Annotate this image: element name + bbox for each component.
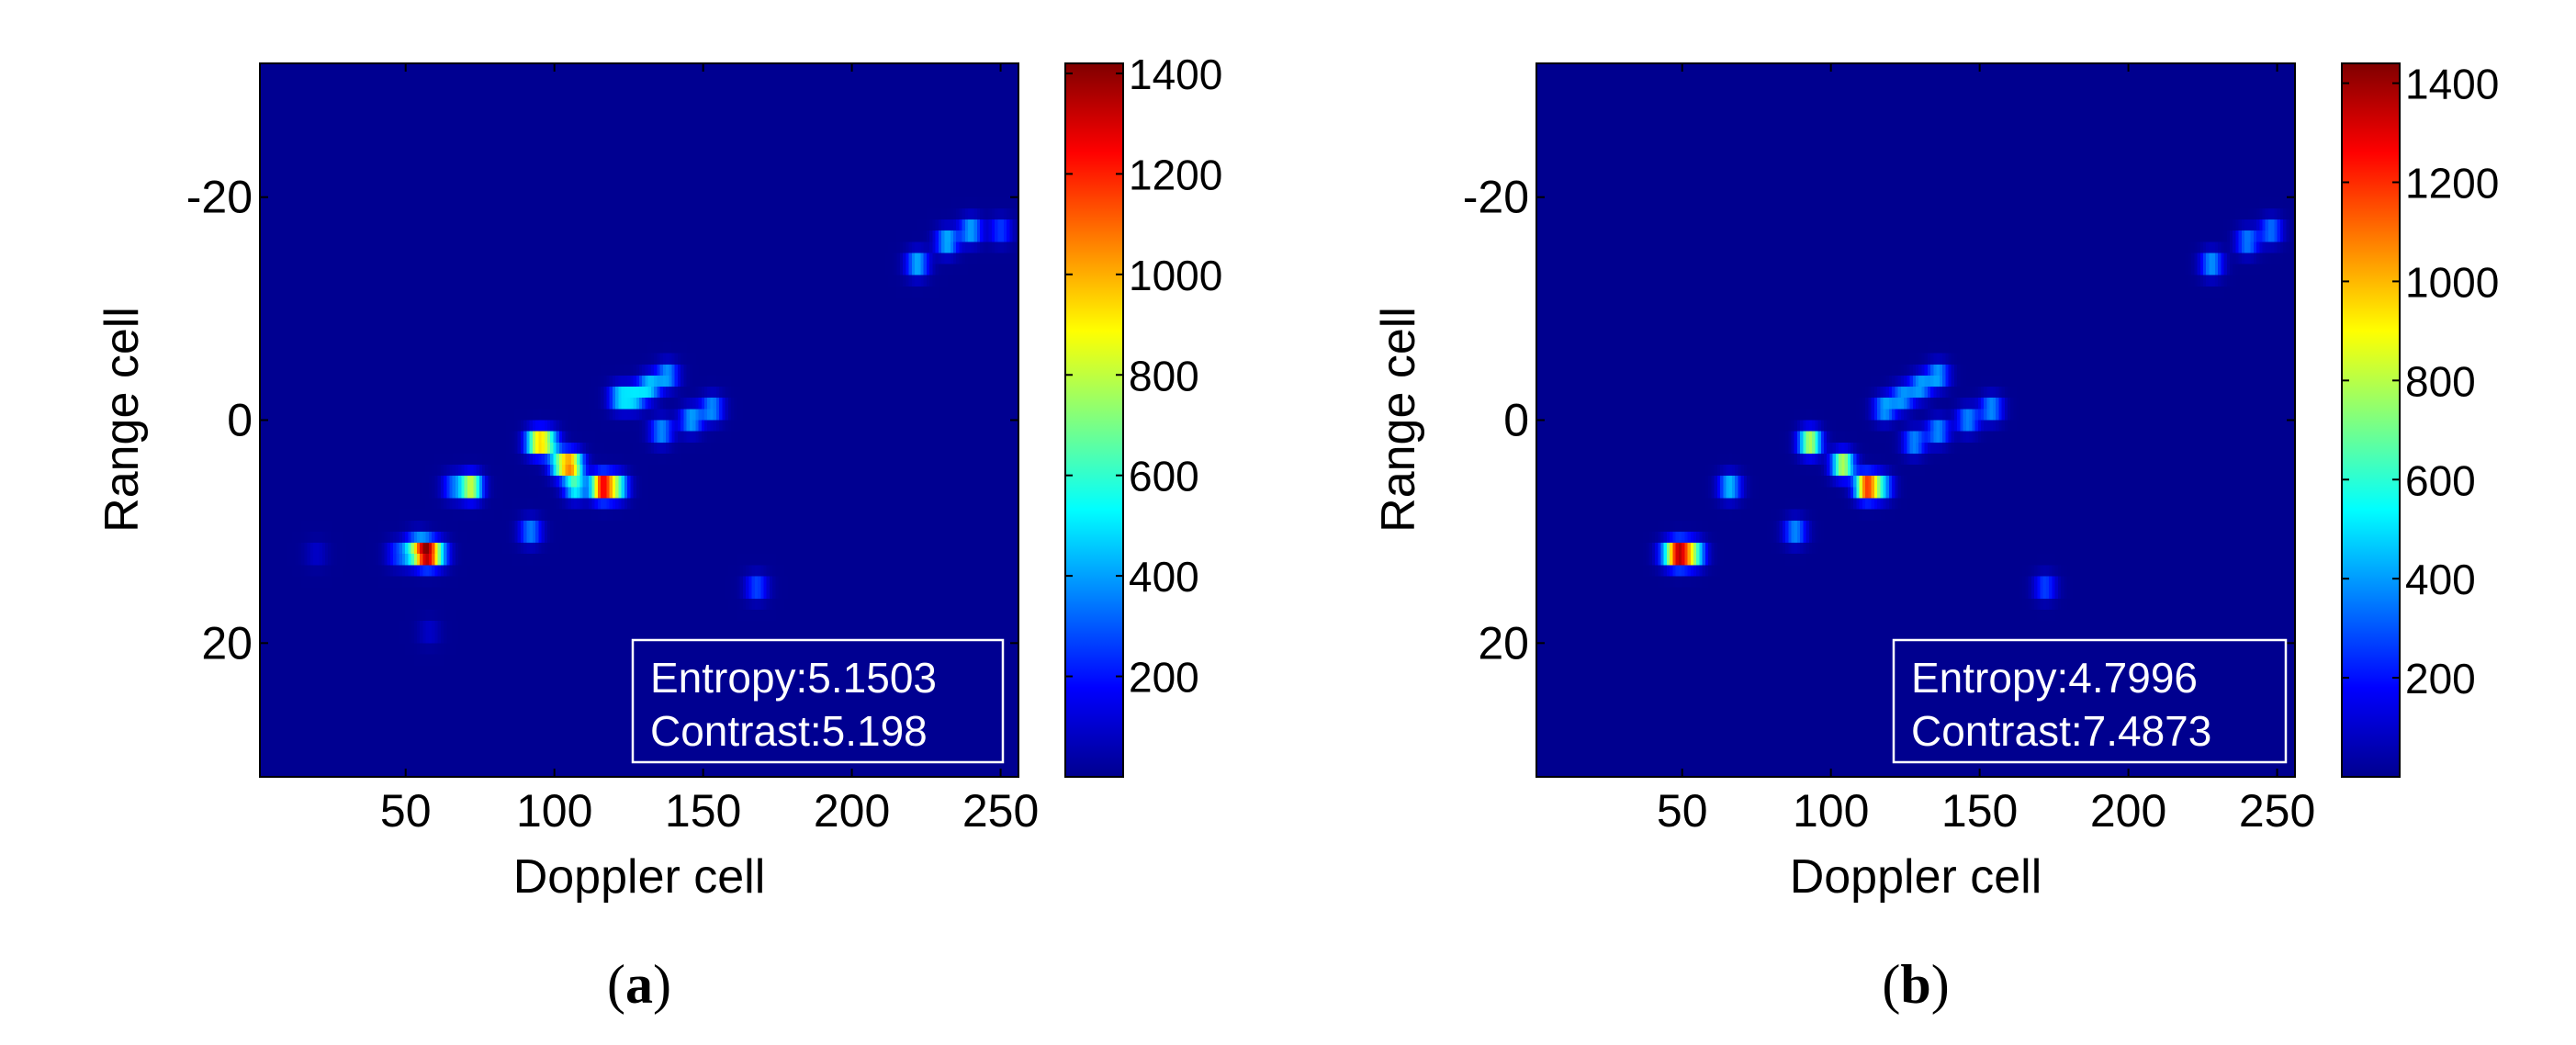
colorbar-tick-label: 1000 [2405,258,2499,306]
x-tick-label: 50 [380,785,432,837]
y-tick-label: -20 [1463,172,1529,223]
colorbar-tick-label: 1200 [2405,160,2499,208]
panel-label-b: (b) [1882,954,1949,1015]
colorbar-ticks-a: 200 400 600 800 1000 1200 1400 [1065,51,1222,702]
panel-paren-close-b: ) [1931,954,1950,1015]
x-tick-label: 250 [2239,785,2315,837]
axis-ticks-b: 50 100 150 200 250 -20 0 20 [1463,63,2315,837]
y-axis-label-b: Range cell [1372,307,1425,533]
x-tick-label: 100 [1793,785,1869,837]
panel-label-a: (a) [607,954,671,1015]
colorbar-tick-label: 400 [1129,553,1199,601]
heatmap-a [260,63,1018,777]
contrast-text-a: Contrast:5.198 [650,707,928,755]
panel-b: 50 100 150 200 250 -20 0 20 Doppler cell Range … [1372,61,2499,1015]
x-tick-label: 150 [665,785,741,837]
colorbar-tick-label: 800 [1129,352,1199,399]
y-tick-label: -20 [186,172,253,223]
x-tick-label: 200 [2090,785,2166,837]
contrast-text-b: Contrast:7.4873 [1911,707,2211,755]
colorbar-tick-label: 800 [2405,357,2476,405]
colorbar-ticks-b: 200 400 600 800 1000 1200 1400 [2342,61,2499,702]
colorbar-a [1064,62,1124,778]
panel-paren-open-b: ( [1882,954,1900,1015]
colorbar-tick-label: 600 [1129,453,1199,500]
axis-ticks-a: 50 100 150 200 250 -20 0 20 [186,63,1039,837]
colorbar-tick-label: 600 [2405,456,2476,504]
colorbar-tick-label: 200 [1129,654,1199,702]
y-tick-label: 0 [1503,395,1529,446]
heatmap-b [1536,63,2295,777]
colorbar-tick-label: 200 [2405,655,2476,702]
colorbar-tick-label: 1400 [1129,51,1222,98]
y-axis-label-a: Range cell [96,307,149,533]
panel-paren-open-a: ( [607,954,625,1015]
colorbar-b [2341,62,2401,778]
annotation-box-a [631,638,1005,764]
x-tick-label: 150 [1941,785,2018,837]
x-tick-label: 100 [516,785,592,837]
x-axis-label-a: Doppler cell [513,850,766,904]
x-tick-label: 50 [1657,785,1708,837]
colorbar-tick-label: 400 [2405,556,2476,603]
heatmap-image-a [260,63,1018,777]
heatmap-image-b [1536,63,2295,777]
y-tick-label: 20 [201,617,253,669]
colorbar-tick-label: 1200 [1129,151,1222,198]
colorbar-tick-label: 1400 [2405,61,2499,108]
x-tick-label: 250 [962,785,1039,837]
x-tick-label: 200 [814,785,890,837]
panel-a: 50 100 150 200 250 -20 0 20 Doppler cell Range … [96,51,1222,1015]
x-axis-label-b: Doppler cell [1790,850,2042,904]
entropy-text-b: Entropy:4.7996 [1911,654,2198,702]
y-tick-label: 0 [227,395,253,446]
y-tick-label: 20 [1478,617,1529,669]
annotation-box-b [1892,638,2288,764]
panel-paren-close-a: ) [653,954,671,1015]
panel-letter-a: a [625,954,653,1015]
colorbar-tick-label: 1000 [1129,252,1222,299]
entropy-text-a: Entropy:5.1503 [650,654,937,702]
panel-letter-b: b [1900,954,1930,1015]
